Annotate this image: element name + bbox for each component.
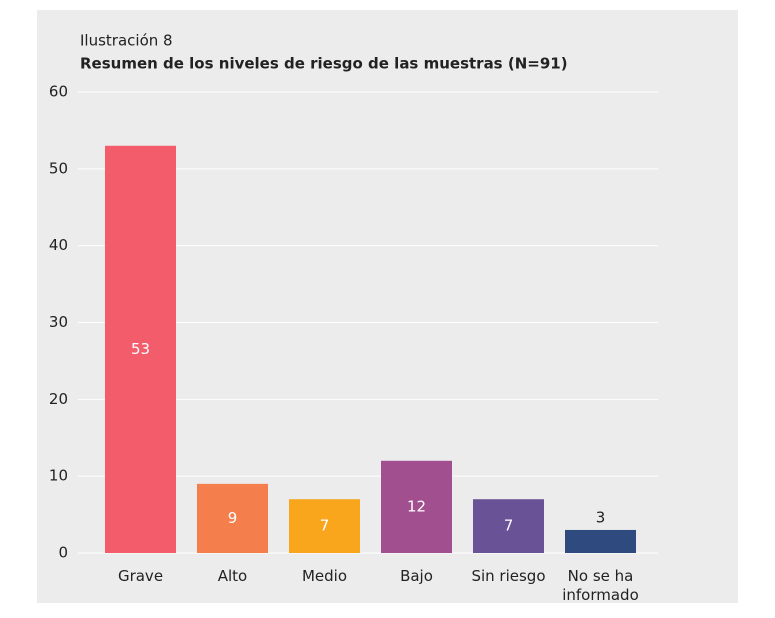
x-tick-label: Alto (217, 567, 248, 585)
data-label: 7 (504, 517, 514, 535)
y-tick-label: 0 (58, 544, 68, 562)
chart-title: Ilustración 8 (80, 32, 173, 50)
x-tick-label: Sin riesgo (471, 567, 546, 585)
x-tick-label: Grave (117, 567, 164, 585)
chart-subtitle: Resumen de los niveles de riesgo de las … (80, 55, 568, 73)
bar (565, 529, 636, 553)
data-label: 12 (407, 497, 426, 515)
data-label: 3 (596, 508, 606, 526)
x-tick-label: Bajo (400, 567, 433, 585)
y-tick-label: 10 (49, 467, 68, 485)
data-label: 9 (228, 509, 238, 527)
y-tick-label: 60 (49, 83, 68, 101)
bar (197, 483, 268, 553)
y-tick-label: 30 (49, 313, 68, 331)
bar (381, 460, 452, 553)
bar (289, 499, 360, 553)
y-tick-label: 40 (49, 236, 68, 254)
x-tick-label: No se ha informado (562, 567, 639, 604)
data-label: 53 (131, 340, 150, 358)
data-label: 7 (320, 517, 330, 535)
bar (473, 499, 544, 553)
y-tick-label: 50 (49, 159, 68, 177)
x-tick-label: Medio (301, 567, 348, 585)
bar (105, 145, 176, 554)
y-tick-label: 20 (49, 390, 68, 408)
